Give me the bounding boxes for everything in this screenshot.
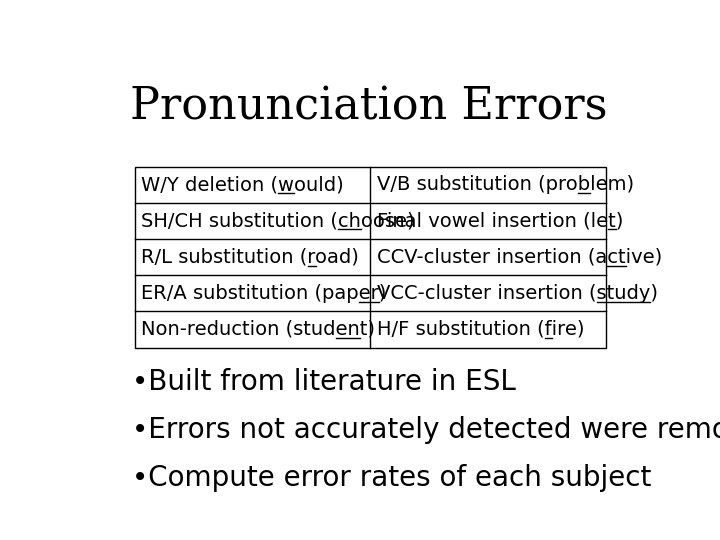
Bar	[135, 167, 606, 348]
Text: •Errors not accurately detected were removed: •Errors not accurately detected were rem…	[132, 416, 720, 444]
Text: CCV-cluster insertion (active): CCV-cluster insertion (active)	[377, 248, 662, 267]
Text: R/L substitution (road): R/L substitution (road)	[141, 248, 359, 267]
Text: H/F substitution (fire): H/F substitution (fire)	[377, 320, 585, 339]
Text: V/B substitution (problem): V/B substitution (problem)	[377, 176, 634, 194]
Text: ER/A substitution (paper): ER/A substitution (paper)	[141, 284, 387, 303]
Text: •Built from literature in ESL: •Built from literature in ESL	[132, 368, 516, 396]
Text: Final vowel insertion (let): Final vowel insertion (let)	[377, 212, 624, 231]
Text: W/Y deletion (would): W/Y deletion (would)	[141, 176, 344, 194]
Text: Pronunciation Errors: Pronunciation Errors	[130, 85, 608, 129]
Text: SH/CH substitution (choose): SH/CH substitution (choose)	[141, 212, 415, 231]
Text: VCC-cluster insertion (study): VCC-cluster insertion (study)	[377, 284, 658, 303]
Text: •Compute error rates of each subject: •Compute error rates of each subject	[132, 464, 651, 492]
Text: Non-reduction (student): Non-reduction (student)	[141, 320, 375, 339]
